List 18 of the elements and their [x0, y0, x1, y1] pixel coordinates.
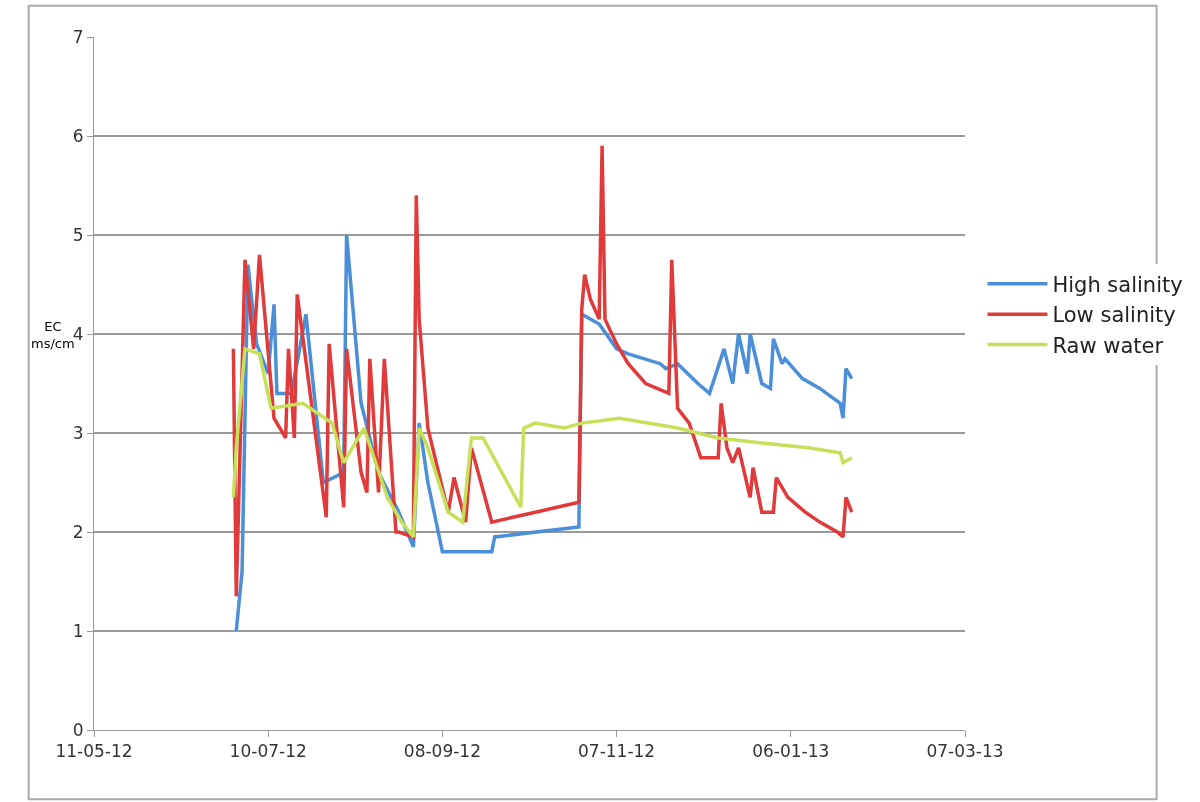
y-tick-label: 2	[72, 521, 84, 542]
x-tick-label: 11-05-12	[55, 741, 133, 762]
line-series	[231, 347, 854, 539]
legend-label: High salinity	[1052, 273, 1183, 298]
y-tick-label: 6	[72, 125, 84, 146]
y-tick-label: 0	[72, 719, 84, 740]
line-series	[231, 144, 854, 599]
y-tick-label: 1	[72, 620, 84, 641]
y-tick-label: 3	[72, 422, 84, 443]
y-tick-label: 5	[72, 224, 84, 245]
x-tick-label: 08-09-12	[403, 741, 481, 762]
legend-label: Raw water	[1052, 333, 1164, 358]
y-tick-label: 7	[72, 26, 84, 47]
legend-label: Low salinity	[1052, 303, 1176, 328]
x-tick-label: 06-01-13	[752, 741, 830, 762]
x-tick-label: 07-03-13	[926, 741, 1004, 762]
x-tick-label: 07-11-12	[578, 741, 656, 762]
x-tick-label: 10-07-12	[229, 741, 307, 762]
